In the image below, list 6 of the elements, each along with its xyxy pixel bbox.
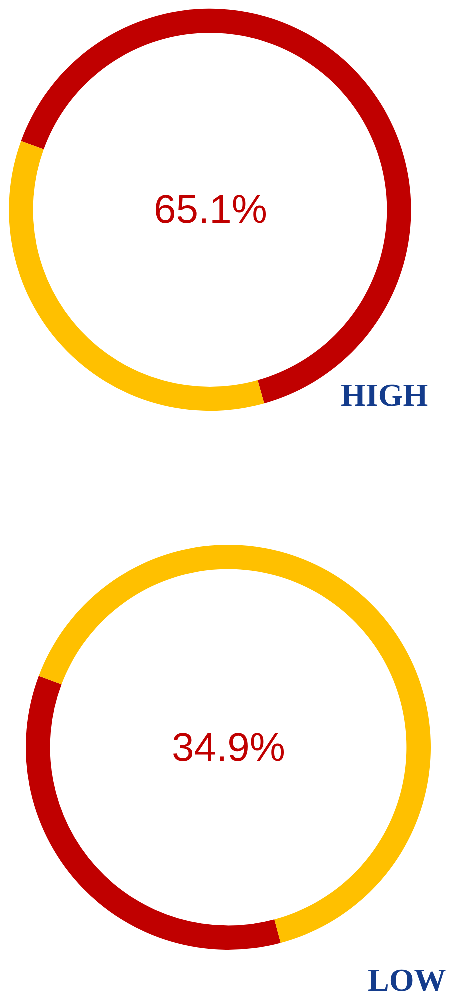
donut-slice [39,545,431,944]
text: 34.9% [172,726,286,770]
text: LOW [368,962,446,998]
text: 65.1% [154,188,268,232]
donut-slice [9,141,264,412]
text: HIGH [341,377,428,413]
